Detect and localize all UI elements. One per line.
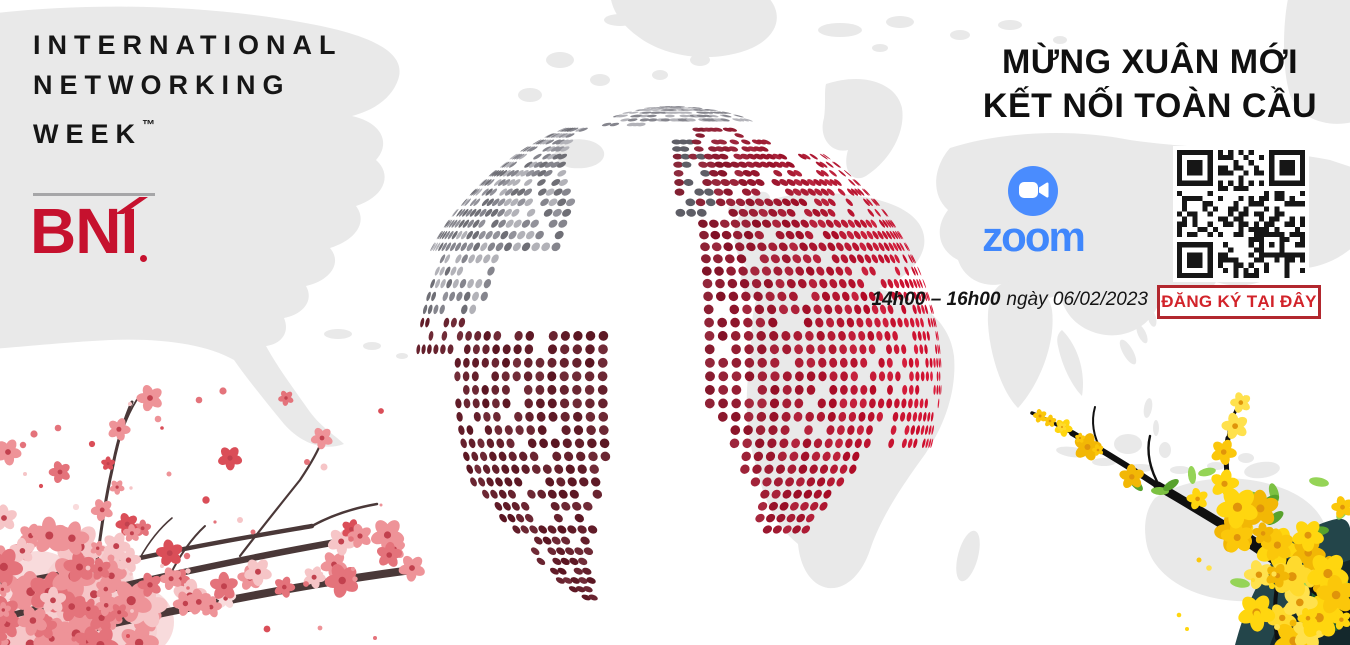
event-title-week: WEEK [33,119,142,149]
map-scandinavia [822,78,903,179]
map-iceland [555,139,605,169]
schedule-text: 14h00 – 16h00 ngày 06/02/2023 [872,289,1148,311]
tet-heading-line-1: MỪNG XUÂN MỚI [1001,43,1299,81]
map-uk [744,191,771,217]
tet-heading-line-2: KẾT NỐI TOÀN CẦU [982,87,1318,125]
map-indochina [1057,330,1084,396]
zoom-logo: zoom [975,166,1091,258]
map-africa [746,282,955,589]
zoom-video-camera-icon [1008,166,1058,216]
bni-registered-dot [140,255,147,262]
bni-logo-text: BNI [30,195,138,267]
date-text: ngày 06/02/2023 [1006,289,1148,310]
bni-logo: BNI [30,197,180,271]
time-range: 14h00 – 16h00 [871,289,1001,310]
event-title-line-3: WEEK™ [33,110,155,149]
map-australia [1145,478,1328,602]
event-title-line-2: NETWORKING [33,70,291,100]
zoom-wordmark: zoom [982,213,1086,260]
brand-divider [33,193,155,196]
event-title-line-1: INTERNATIONAL [33,30,343,60]
qr-code [1173,146,1309,282]
map-greenland [611,0,777,58]
map-europe [734,192,925,304]
register-button[interactable]: ĐĂNG KÝ TẠI ĐÂY [1157,285,1321,319]
tet-heading: MỪNG XUÂN MỚI KẾT NỐI TOÀN CẦU [973,40,1327,128]
trademark-symbol: ™ [142,117,155,132]
